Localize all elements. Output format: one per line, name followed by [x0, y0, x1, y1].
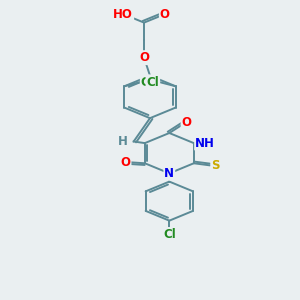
Text: Cl: Cl [146, 76, 159, 88]
Text: O: O [139, 51, 149, 64]
Text: O: O [182, 116, 192, 129]
Text: N: N [164, 167, 174, 180]
Text: Cl: Cl [141, 76, 154, 88]
Text: H: H [118, 135, 128, 148]
Text: O: O [121, 156, 130, 169]
Text: HO: HO [113, 8, 133, 21]
Text: NH: NH [195, 136, 215, 150]
Text: S: S [211, 159, 220, 172]
Text: Cl: Cl [163, 228, 176, 241]
Text: O: O [160, 8, 170, 21]
